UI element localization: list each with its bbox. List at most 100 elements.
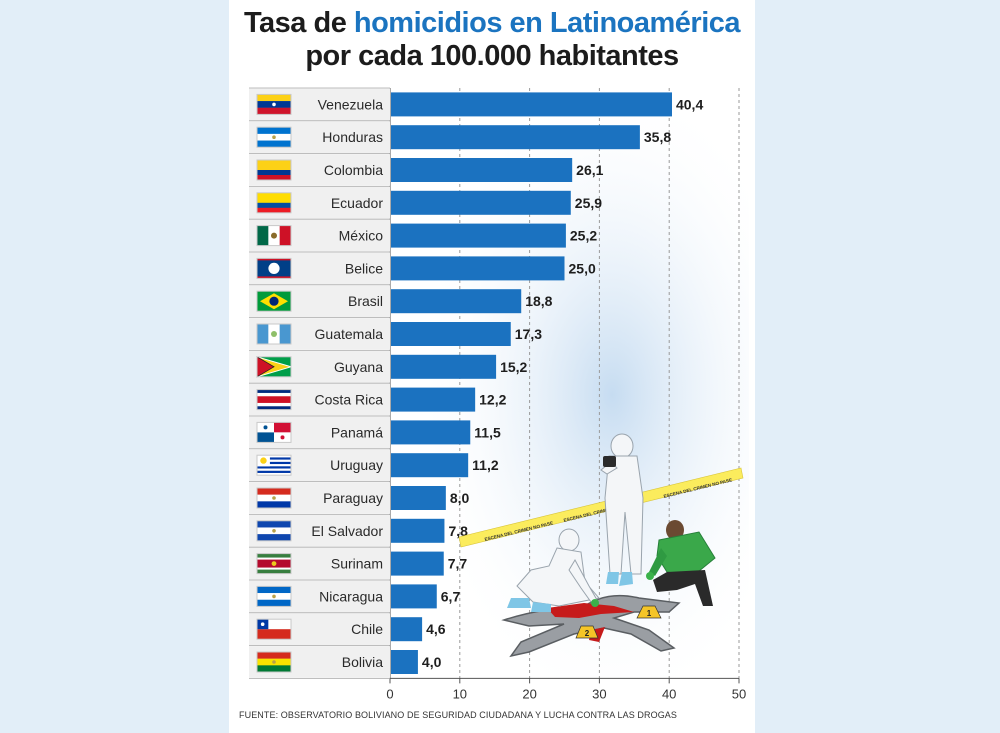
costa-rica-flag: [256, 389, 292, 411]
data-label: 26,1: [576, 162, 603, 178]
flag-sun: [260, 457, 267, 464]
flag-part: [257, 160, 291, 171]
data-label: 12,2: [479, 392, 506, 408]
flag-part: [257, 402, 291, 407]
category-label: México: [339, 228, 384, 244]
flag-part: [257, 534, 291, 541]
category-label: Paraguay: [323, 490, 383, 506]
flag-border: [256, 389, 292, 411]
flag-emblem: [271, 232, 277, 239]
camera-icon: [603, 456, 616, 467]
flag-part: [257, 170, 291, 176]
investigator-crouching-shoes: [507, 598, 551, 612]
bar: [391, 584, 437, 609]
flag-star: [280, 435, 285, 440]
flag-border: [256, 159, 292, 181]
flag-part: [257, 225, 269, 246]
chart-title-line-1: Tasa de homicidios en Latinoamérica: [229, 7, 755, 40]
flag-border: [256, 487, 292, 509]
data-label: 18,8: [525, 293, 552, 309]
category-label: Brasil: [348, 293, 383, 309]
bar: [391, 256, 565, 281]
flag-part: [257, 276, 291, 279]
officer-arm: [649, 548, 667, 576]
flag-border: [256, 618, 292, 640]
investigator-standing-shoes: [606, 572, 633, 586]
category-label: El Salvador: [311, 523, 383, 539]
flag-part: [257, 392, 291, 397]
brazil-flag: [256, 290, 292, 312]
uruguay-flag: [256, 454, 292, 476]
flag-part: [257, 389, 291, 394]
category-label: Honduras: [322, 129, 383, 145]
category-label: Colombia: [324, 162, 383, 178]
category-label: Costa Rica: [315, 392, 384, 408]
flag-border: [256, 225, 292, 247]
flag-part: [279, 225, 291, 246]
el-salvador-flag: [256, 520, 292, 542]
data-label: 17,3: [515, 326, 542, 342]
ecuador-flag: [256, 192, 292, 214]
flag-part: [257, 459, 291, 463]
flag-border: [256, 520, 292, 542]
bar: [391, 518, 445, 543]
flag-star: [260, 622, 265, 626]
bolivia-flag: [256, 651, 292, 673]
flag-part: [257, 127, 291, 135]
x-tick-label: 30: [592, 686, 606, 701]
bar: [391, 387, 476, 412]
data-label: 35,8: [644, 129, 671, 145]
bar: [391, 354, 497, 379]
flag-part: [257, 202, 291, 208]
officer-head: [666, 520, 684, 540]
flag-border: [256, 257, 292, 279]
bar: [391, 92, 672, 117]
data-label: 4,0: [422, 654, 442, 670]
flag-part: [257, 192, 291, 203]
data-label: 6,7: [441, 588, 461, 604]
suriname-flag: [256, 553, 292, 575]
flag-part: [257, 619, 291, 630]
bar: [391, 322, 511, 346]
infographic-card: Tasa de homicidios en Latinoamérica por …: [229, 0, 755, 733]
flag-border: [256, 454, 292, 476]
flag-border: [256, 93, 292, 115]
guyana-flag: [256, 356, 293, 378]
evidence-marker-1-label: 1: [647, 609, 652, 618]
flag-part: [257, 665, 291, 673]
flag-globe: [269, 296, 279, 306]
category-label: Guyana: [334, 359, 383, 375]
flag-border: [256, 126, 292, 148]
flag-part: [257, 488, 291, 495]
flag-part: [257, 553, 291, 558]
flag-part: [274, 422, 291, 433]
paraguay-flag: [256, 487, 292, 509]
evidence-marker-2: [575, 625, 599, 639]
bar: [391, 158, 573, 182]
flag-part: [257, 629, 291, 640]
flag-emblem: [272, 529, 276, 533]
flag-part: [279, 324, 291, 344]
flag-emblem: [272, 594, 276, 599]
bar: [391, 289, 522, 314]
honduras-flag: [256, 126, 292, 148]
category-label: Panamá: [331, 424, 383, 440]
x-tick-label: 20: [522, 686, 536, 701]
investigator-crouching-glove: [591, 599, 599, 607]
flag-part: [257, 652, 291, 659]
crime-scene-tape: [458, 467, 744, 548]
data-label: 25,0: [569, 260, 596, 276]
category-label: Belice: [345, 260, 383, 276]
flag-border: [256, 192, 292, 214]
flag-part: [257, 557, 291, 560]
bar: [391, 190, 571, 215]
category-label: Surinam: [331, 556, 383, 572]
category-label: Venezuela: [318, 96, 384, 112]
investigator-standing-body: [604, 455, 644, 575]
flag-part: [257, 501, 291, 509]
nicaragua-flag: [256, 585, 292, 607]
chile-flag: [256, 618, 292, 640]
data-label: 15,2: [500, 359, 527, 375]
bar: [391, 125, 640, 150]
officer-glove: [646, 572, 654, 580]
